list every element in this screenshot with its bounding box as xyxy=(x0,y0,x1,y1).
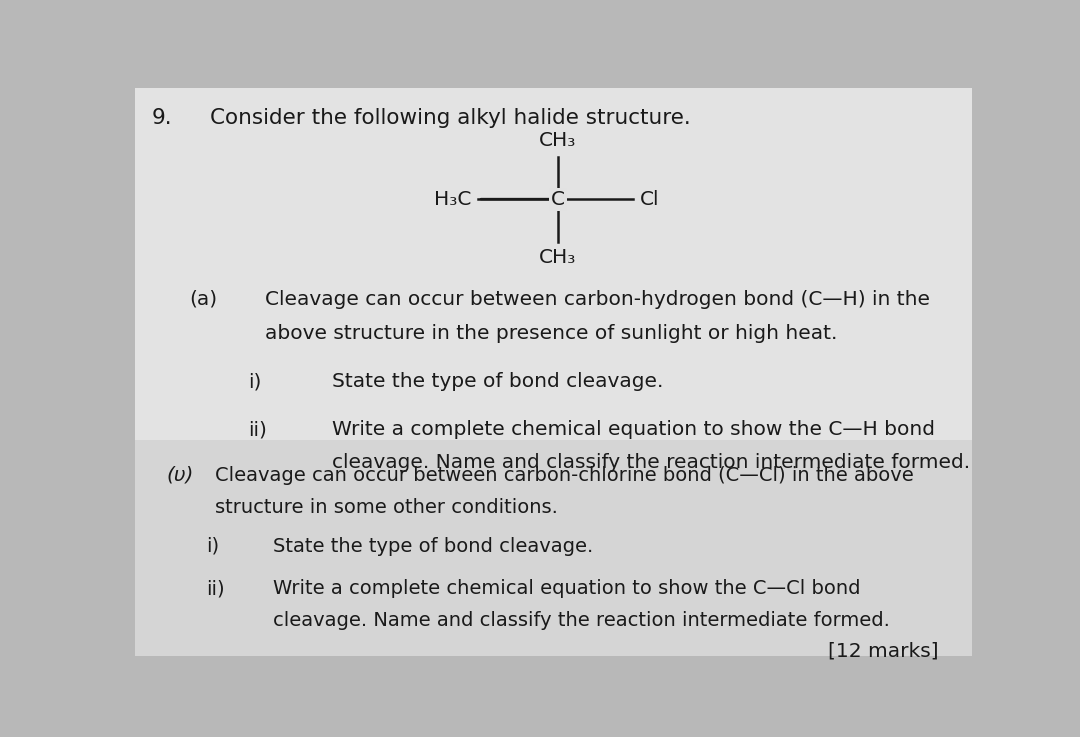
Text: [12 marks]: [12 marks] xyxy=(828,642,939,661)
Text: Write a complete chemical equation to show the C—H bond: Write a complete chemical equation to sh… xyxy=(332,420,934,439)
Text: (υ): (υ) xyxy=(166,466,194,485)
Text: Cleavage can occur between carbon-hydrogen bond (C—H) in the: Cleavage can occur between carbon-hydrog… xyxy=(265,290,930,309)
Text: C: C xyxy=(551,189,565,209)
FancyBboxPatch shape xyxy=(135,88,972,440)
Text: 9.: 9. xyxy=(151,108,173,128)
FancyBboxPatch shape xyxy=(135,88,972,656)
Text: (a): (a) xyxy=(189,290,217,309)
Text: ii): ii) xyxy=(248,420,267,439)
Text: H₃C: H₃C xyxy=(434,189,472,209)
Text: i): i) xyxy=(248,372,261,391)
Text: Write a complete chemical equation to show the C—Cl bond: Write a complete chemical equation to sh… xyxy=(273,579,861,598)
FancyBboxPatch shape xyxy=(135,440,972,656)
Text: CH₃: CH₃ xyxy=(539,130,577,150)
Text: Consider the following alkyl halide structure.: Consider the following alkyl halide stru… xyxy=(211,108,691,128)
Text: ii): ii) xyxy=(206,579,225,598)
Text: cleavage. Name and classify the reaction intermediate formed.: cleavage. Name and classify the reaction… xyxy=(332,453,970,472)
Text: State the type of bond cleavage.: State the type of bond cleavage. xyxy=(273,537,593,556)
Text: Cleavage can occur between carbon-chlorine bond (C—Cl) in the above: Cleavage can occur between carbon-chlori… xyxy=(215,466,914,485)
Text: i): i) xyxy=(206,537,219,556)
Text: above structure in the presence of sunlight or high heat.: above structure in the presence of sunli… xyxy=(265,324,837,343)
Text: structure in some other conditions.: structure in some other conditions. xyxy=(215,498,557,517)
Text: cleavage. Name and classify the reaction intermediate formed.: cleavage. Name and classify the reaction… xyxy=(273,610,890,629)
Text: CH₃: CH₃ xyxy=(539,248,577,268)
Text: State the type of bond cleavage.: State the type of bond cleavage. xyxy=(332,372,663,391)
Text: Cl: Cl xyxy=(639,189,659,209)
